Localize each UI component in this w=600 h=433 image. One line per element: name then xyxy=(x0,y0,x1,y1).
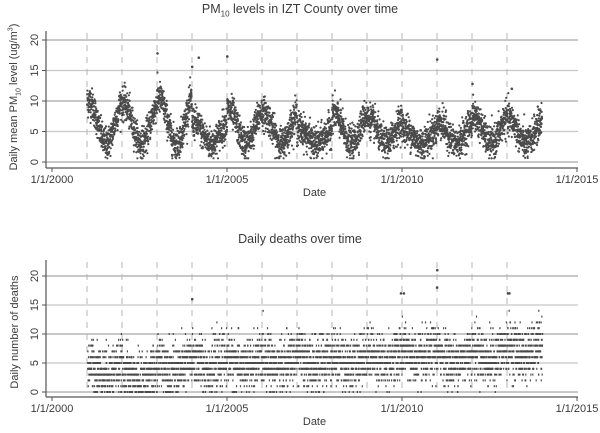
outlier-point xyxy=(156,52,159,55)
x-axis-label: Date xyxy=(303,416,326,428)
outlier-point xyxy=(435,58,439,61)
outlier-point xyxy=(190,65,194,69)
data-points xyxy=(86,71,544,160)
x-axis-label: Date xyxy=(303,187,326,199)
outlier-point xyxy=(471,82,474,86)
y-tick-label: 0 xyxy=(29,389,41,395)
outlier-point xyxy=(190,297,194,301)
outlier-point xyxy=(402,292,406,295)
x-tick-label: 1/1/2000 xyxy=(31,174,74,186)
x-tick-label: 1/1/2005 xyxy=(206,174,249,186)
deaths-chart-title: Daily deaths over time xyxy=(238,232,362,246)
y-tick-label: 10 xyxy=(29,95,41,107)
y-tick-label: 15 xyxy=(29,64,41,76)
y-tick-label: 20 xyxy=(29,34,41,46)
outlier-point xyxy=(510,87,514,91)
x-tick-label: 1/1/2010 xyxy=(381,174,424,186)
y-tick-label: 15 xyxy=(29,299,41,311)
x-tick-label: 1/1/2015 xyxy=(556,174,599,186)
x-tick-label: 1/1/2015 xyxy=(556,403,599,415)
outlier-point xyxy=(435,268,439,272)
outlier-point xyxy=(399,292,403,295)
pm10-chart-title: PM10 levels in IZT County over time xyxy=(201,2,399,19)
outlier-point xyxy=(225,55,229,58)
outlier-point xyxy=(435,286,439,289)
y-tick-label: 5 xyxy=(29,128,41,134)
y-tick-label: 5 xyxy=(29,360,41,366)
deaths-scatter-plot: 0 5 10 15 20 1/1/2000 1/1/2005 1/1/2010 1/1/2015… xyxy=(29,260,598,428)
x-tick-label: 1/1/2005 xyxy=(206,403,249,415)
y-tick-label: 20 xyxy=(29,270,41,282)
x-tick-label: 1/1/2010 xyxy=(381,403,424,415)
outlier-point xyxy=(508,292,511,295)
y-tick-label: 10 xyxy=(29,328,41,340)
pm10-scatter-plot: 0 5 10 15 20 1/1/2000 1/1/2005 1/1/2010 1/1/2015… xyxy=(29,31,598,199)
data-points xyxy=(87,309,544,393)
y-tick-label: 0 xyxy=(29,159,41,165)
outlier-point xyxy=(197,56,201,59)
x-tick-label: 1/1/2000 xyxy=(31,403,74,415)
